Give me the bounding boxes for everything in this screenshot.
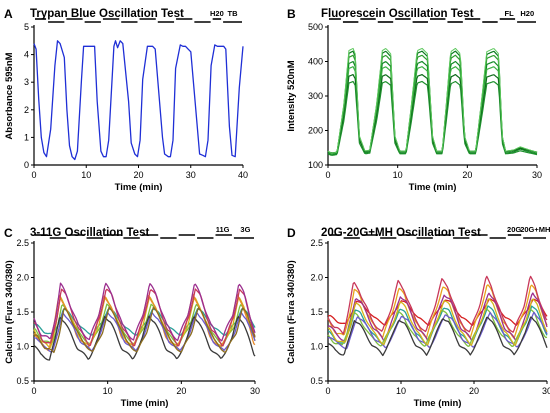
series-line bbox=[33, 40, 244, 161]
y-tick-label: 0.5 bbox=[310, 376, 323, 386]
panel-c: C 3-11G Oscillation Test 11G 3G 0.5 1.0 1.5 2.0… bbox=[4, 225, 260, 409]
x-tick-label: 20 bbox=[469, 386, 479, 396]
panel-b: B Fluorescein Oscillation Test FL H20100200… bbox=[286, 7, 542, 193]
series-line bbox=[327, 298, 548, 347]
y-tick-label: 1.0 bbox=[310, 342, 323, 352]
chart-title: Trypan Blue Oscillation Test bbox=[30, 8, 184, 20]
y-tick-label: 4 bbox=[24, 50, 29, 60]
series-line bbox=[33, 293, 256, 352]
x-tick-label: 10 bbox=[81, 170, 91, 180]
series-line bbox=[327, 316, 548, 357]
plot-area bbox=[327, 47, 538, 156]
chart-title: Fluorescein Oscillation Test bbox=[321, 8, 474, 20]
phase-label: 3G bbox=[240, 225, 250, 234]
x-tick-label: 40 bbox=[238, 170, 248, 180]
panel-letter: D bbox=[287, 226, 296, 240]
x-axis-label: Time (min) bbox=[409, 182, 457, 193]
phase-label: H20 bbox=[210, 9, 224, 18]
x-tick-label: 0 bbox=[31, 170, 36, 180]
series-line bbox=[33, 282, 256, 342]
series-line bbox=[327, 80, 538, 156]
y-tick-label: 200 bbox=[308, 126, 323, 136]
x-axis-label: Time (min) bbox=[121, 398, 169, 409]
phase-label: 11G bbox=[216, 225, 230, 234]
y-tick-label: 400 bbox=[308, 57, 323, 67]
y-tick-label: 1.5 bbox=[16, 307, 29, 317]
x-tick-label: 30 bbox=[250, 386, 260, 396]
y-axis-label: Intensity 520nM bbox=[286, 60, 297, 131]
y-tick-label: 3 bbox=[24, 77, 29, 87]
x-tick-label: 10 bbox=[103, 386, 113, 396]
x-tick-label: 20 bbox=[176, 386, 186, 396]
series-line bbox=[33, 311, 256, 353]
phase-label: TB bbox=[228, 9, 239, 18]
y-tick-label: 5 bbox=[24, 22, 29, 32]
series-line bbox=[327, 311, 548, 350]
phase-label: 20G bbox=[507, 225, 521, 234]
x-tick-label: 30 bbox=[542, 386, 550, 396]
chart-title: 20G-20G+MH Oscillation Test bbox=[321, 227, 481, 239]
panel-letter: A bbox=[4, 7, 13, 21]
y-tick-label: 2.5 bbox=[310, 238, 323, 248]
y-tick-label: 1.5 bbox=[310, 307, 323, 317]
y-tick-label: 300 bbox=[308, 91, 323, 101]
plot-area bbox=[33, 282, 256, 361]
series-line bbox=[33, 308, 256, 336]
y-tick-label: 2 bbox=[24, 105, 29, 115]
y-tick-label: 500 bbox=[308, 22, 323, 32]
series-line bbox=[33, 306, 256, 354]
y-axis-label: Absorbance 595nM bbox=[4, 52, 15, 139]
panel-a: A Trypan Blue Oscillation Test H20 TB 0 1 2 3 4 5… bbox=[4, 7, 248, 193]
x-axis-label: Time (min) bbox=[115, 182, 163, 193]
y-tick-label: 0 bbox=[24, 160, 29, 170]
x-tick-label: 10 bbox=[393, 170, 403, 180]
y-axis-label: Calcium (Fura 340/380) bbox=[4, 260, 15, 364]
series-line bbox=[327, 292, 548, 342]
phase-label: 20G+MH bbox=[520, 225, 550, 234]
series-line bbox=[327, 47, 538, 154]
y-axis-label: Calcium (Fura 340/380) bbox=[286, 260, 297, 364]
plot-area bbox=[327, 275, 548, 357]
phase-label: H20 bbox=[520, 9, 534, 18]
x-tick-label: 0 bbox=[325, 386, 330, 396]
x-tick-label: 10 bbox=[396, 386, 406, 396]
y-tick-label: 0.5 bbox=[16, 376, 29, 386]
y-tick-label: 2.5 bbox=[16, 238, 29, 248]
y-tick-label: 2.0 bbox=[16, 273, 29, 283]
x-tick-label: 0 bbox=[31, 386, 36, 396]
x-tick-label: 30 bbox=[532, 170, 542, 180]
y-tick-label: 1.0 bbox=[16, 342, 29, 352]
x-tick-label: 30 bbox=[186, 170, 196, 180]
phase-label: FL bbox=[505, 9, 515, 18]
x-tick-label: 20 bbox=[133, 170, 143, 180]
x-tick-label: 0 bbox=[325, 170, 330, 180]
chart-title: 3-11G Oscillation Test bbox=[30, 227, 149, 239]
panel-letter: B bbox=[287, 7, 296, 21]
series-line bbox=[33, 315, 256, 361]
panel-letter: C bbox=[4, 226, 13, 240]
x-tick-label: 20 bbox=[462, 170, 472, 180]
y-tick-label: 1 bbox=[24, 132, 29, 142]
series-line bbox=[327, 275, 548, 335]
plot-area bbox=[33, 40, 244, 161]
x-axis-label: Time (min) bbox=[414, 398, 462, 409]
y-tick-label: 100 bbox=[308, 160, 323, 170]
y-tick-label: 2.0 bbox=[310, 273, 323, 283]
